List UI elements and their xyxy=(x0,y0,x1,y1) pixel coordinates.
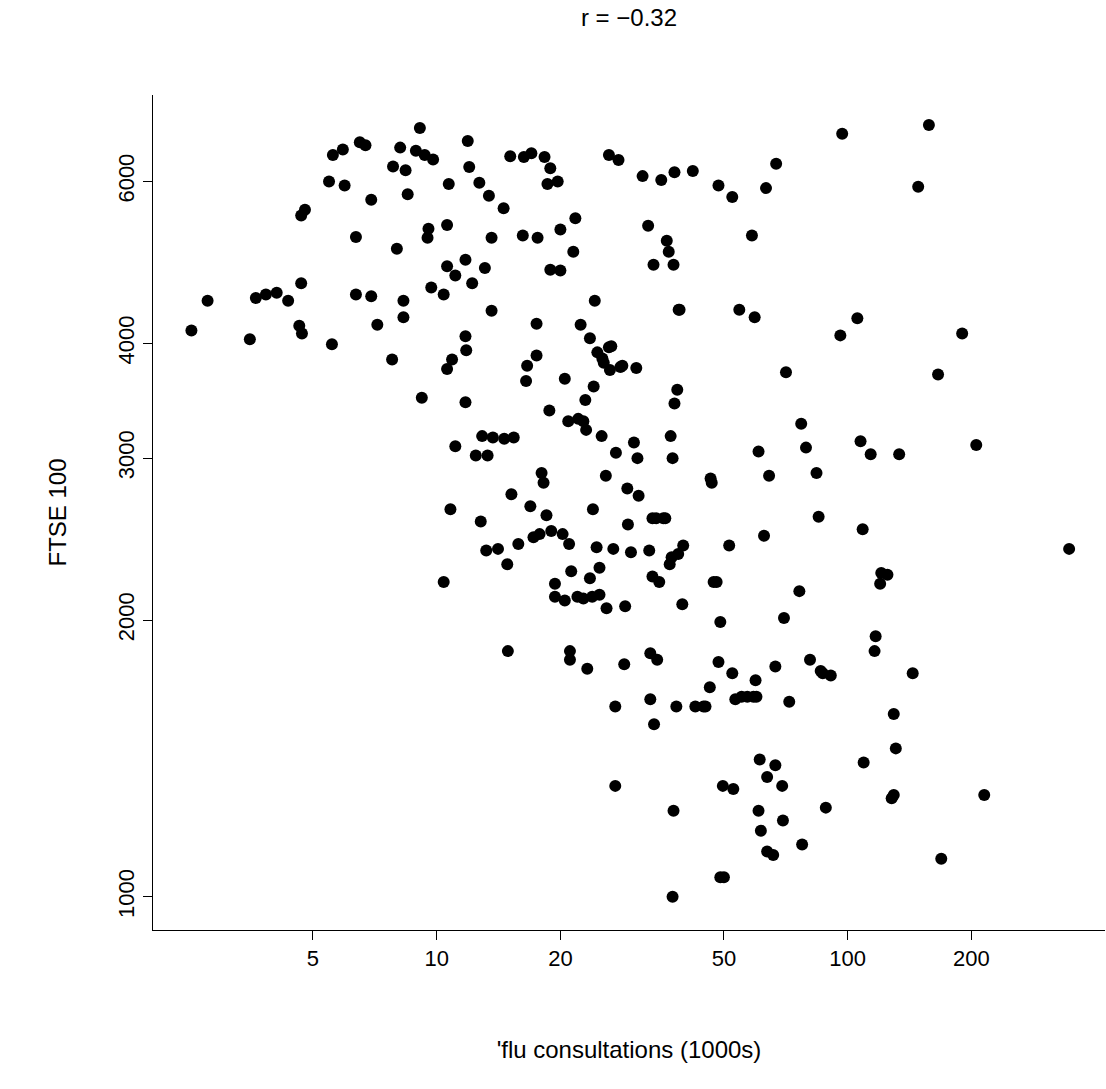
svg-text:5: 5 xyxy=(307,946,319,971)
svg-text:10: 10 xyxy=(424,946,448,971)
svg-text:50: 50 xyxy=(712,946,736,971)
svg-text:100: 100 xyxy=(829,946,866,971)
svg-text:2000: 2000 xyxy=(114,592,139,641)
svg-text:4000: 4000 xyxy=(114,316,139,365)
svg-text:3000: 3000 xyxy=(114,430,139,479)
svg-text:20: 20 xyxy=(548,946,572,971)
svg-text:r = −0.32: r = −0.32 xyxy=(581,4,677,31)
svg-text:200: 200 xyxy=(953,946,990,971)
svg-text:'flu consultations (1000s): 'flu consultations (1000s) xyxy=(497,1036,762,1063)
svg-text:6000: 6000 xyxy=(114,154,139,203)
svg-text:1000: 1000 xyxy=(114,869,139,918)
svg-text:FTSE 100: FTSE 100 xyxy=(44,458,71,566)
